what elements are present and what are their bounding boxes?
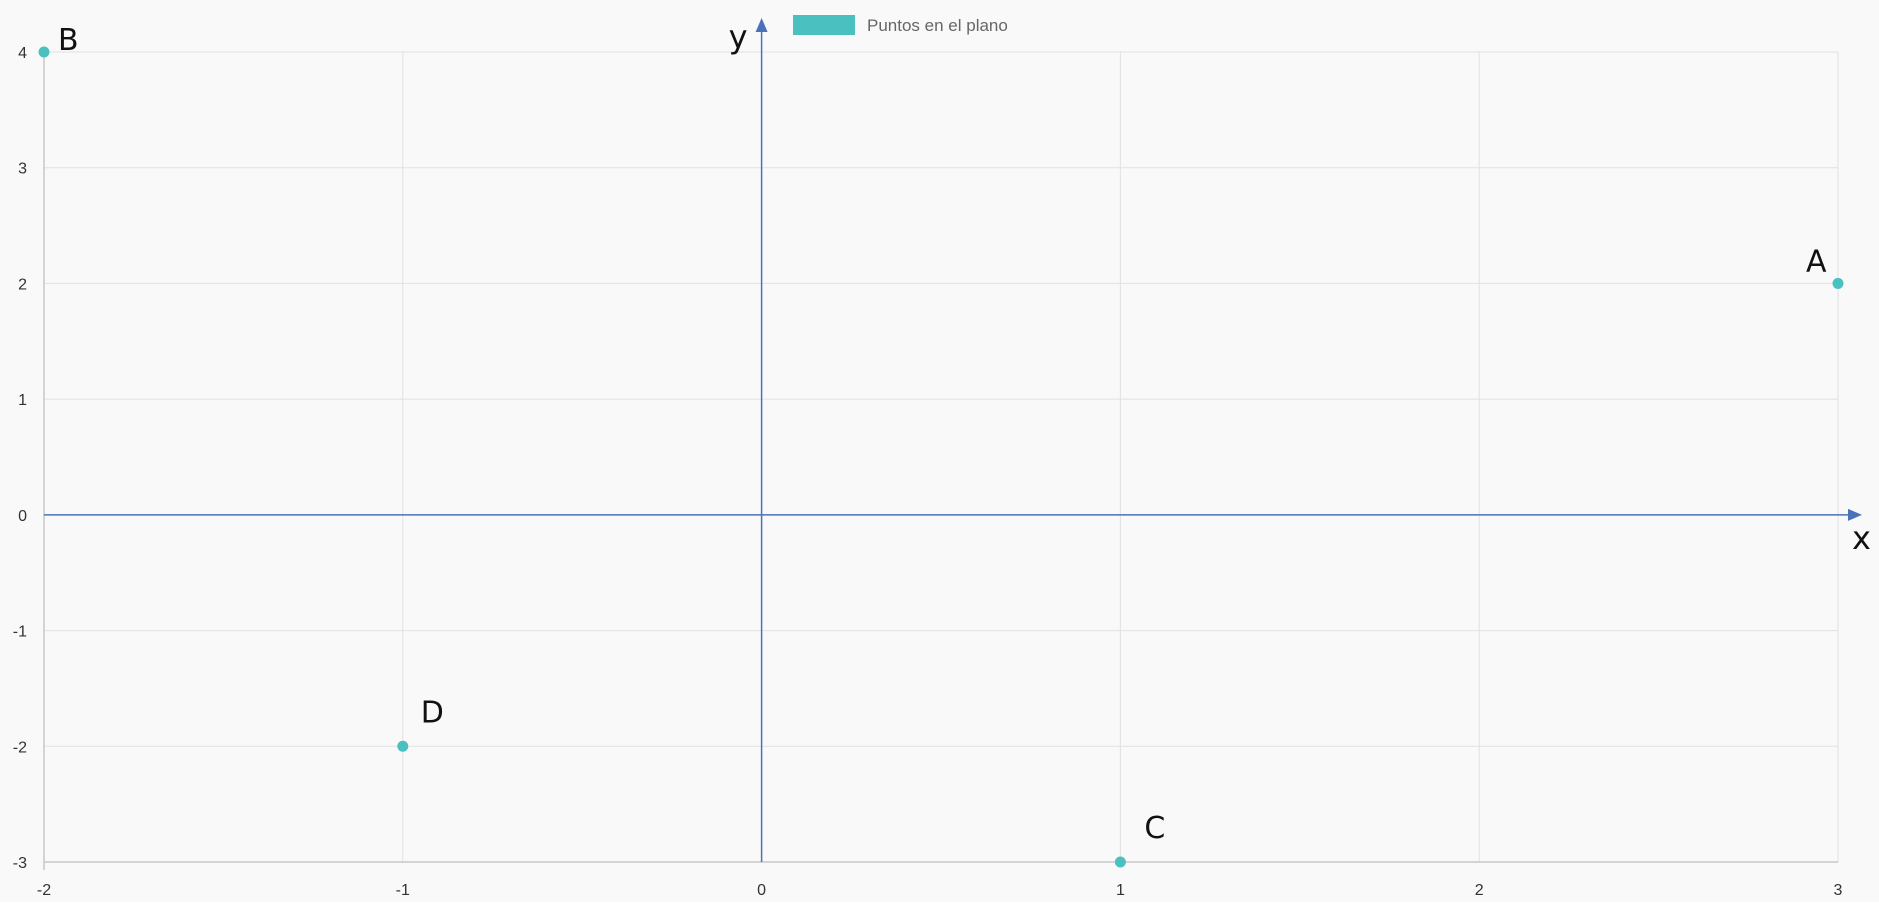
data-point-b[interactable] [38,46,50,58]
x-tick-label: -2 [37,882,51,899]
tick-labels: -2 -1 0 1 2 3 -3 -2 -1 0 1 2 3 4 [13,45,1843,899]
y-tick-label: 1 [18,392,27,409]
data-point-d[interactable] [397,740,409,752]
x-tick-label: 3 [1834,882,1843,899]
y-tick-label: -3 [13,855,27,872]
data-point-a[interactable] [1832,277,1844,289]
x-tick-label: 2 [1475,882,1484,899]
legend[interactable]: Puntos en el plano [793,15,1008,35]
axes: xy [44,18,1871,862]
point-label-a: A [1806,244,1827,279]
point-label-d: D [421,695,444,730]
x-tick-label: 1 [1116,882,1125,899]
point-label-c: C [1144,811,1165,846]
legend-swatch[interactable] [793,15,855,35]
y-tick-label: -2 [13,739,27,756]
y-tick-label: 3 [18,161,27,178]
y-tick-label: 2 [18,276,27,293]
x-tick-label: 0 [757,882,766,899]
y-axis-name: y [729,18,748,56]
data-points: A B C D [38,23,1844,868]
y-tick-label: -1 [13,624,27,641]
y-tick-label: 0 [18,508,27,525]
point-label-b: B [58,23,79,58]
legend-label[interactable]: Puntos en el plano [867,16,1008,35]
data-point-c[interactable] [1114,856,1126,868]
x-axis-name: x [1852,519,1871,557]
y-tick-label: 4 [18,45,27,62]
x-tick-label: -1 [396,882,410,899]
x-axis-arrow-icon [1848,508,1862,521]
y-axis-arrow-icon [755,18,768,32]
